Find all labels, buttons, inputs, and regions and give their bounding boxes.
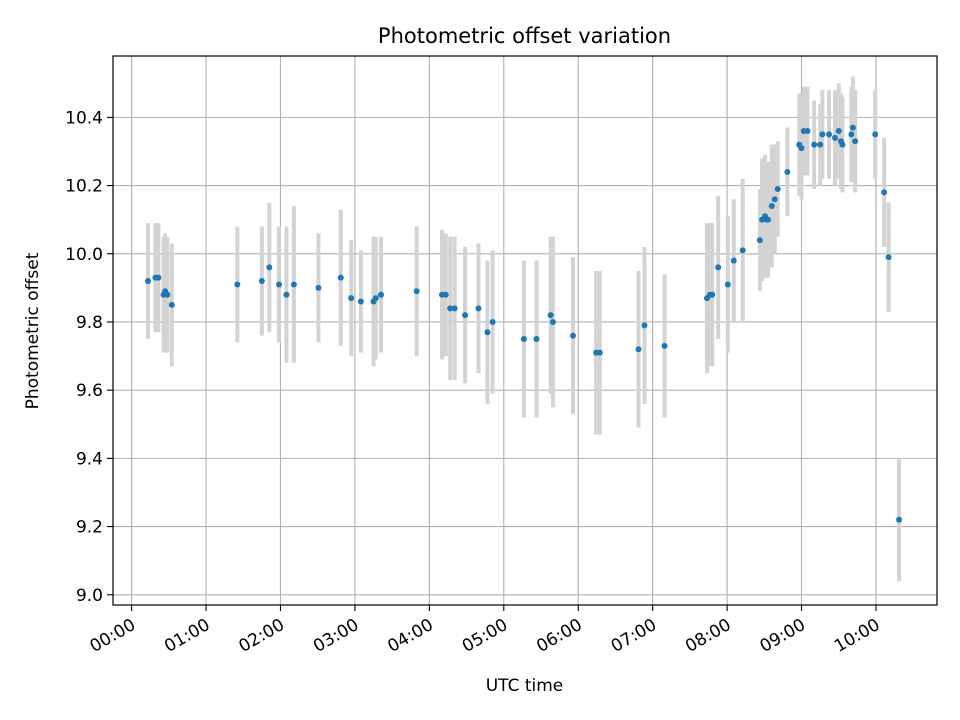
data-point [661,342,668,349]
data-point [413,288,420,295]
x-tick-label: 08:00 [682,615,734,657]
data-point [784,168,791,175]
data-point [475,305,482,312]
data-point [811,141,818,148]
data-point [730,257,737,264]
data-point [337,274,344,281]
data-point [164,291,171,298]
data-point [290,281,297,288]
data-point [596,349,603,356]
data-point [447,305,454,312]
x-tick-label: 06:00 [533,615,585,657]
y-tick-label: 9.0 [76,586,103,606]
y-tick-label: 9.2 [76,518,103,538]
data-point [489,318,496,325]
data-point [709,291,716,298]
data-point [266,264,273,271]
data-point [852,138,859,145]
data-point [885,254,892,261]
x-axis-title: UTC time [486,676,564,696]
data-point [570,332,577,339]
data-point [377,291,384,298]
x-tick-label: 02:00 [236,615,288,657]
data-point [462,312,469,319]
plot-area-frame [112,55,938,606]
data-point [715,264,722,271]
x-tick-label: 09:00 [757,615,809,657]
data-point [635,346,642,353]
data-point [315,284,322,291]
data-point [724,281,731,288]
data-point [168,301,175,308]
data-point [848,131,855,138]
data-point [275,281,282,288]
x-tick-label: 10:00 [831,615,883,657]
error-bars [145,76,902,582]
data-point [520,336,527,343]
data-point [547,312,554,319]
data-point [881,189,888,196]
y-tick-label: 10.2 [65,177,103,197]
data-point [283,291,290,298]
data-point [155,274,162,281]
data-point [442,291,449,298]
data-point [484,329,491,336]
data-point [768,203,775,210]
data-point [549,318,556,325]
data-point [739,247,746,254]
x-tick-label: 01:00 [161,615,213,657]
data-point [348,295,355,302]
data-point [451,305,458,312]
data-point [817,141,824,148]
data-point [804,128,811,135]
x-axis-ticks: 00:00 01:00 02:00 03:00 04:00 05:00 06:00 07:00… [87,605,883,657]
data-point [258,278,265,285]
data-point [826,131,833,138]
y-tick-label: 10.4 [65,108,103,128]
data-point [872,131,879,138]
y-tick-label: 10.0 [65,245,103,265]
y-tick-label: 9.4 [76,449,103,469]
data-point [144,278,151,285]
data-point [756,237,763,244]
data-point [533,336,540,343]
data-point [641,322,648,329]
y-axis-ticks: 9.0 9.2 9.4 9.6 9.8 10.0 10.2 10.4 [65,108,113,606]
x-tick-label: 00:00 [87,615,139,657]
x-tick-label: 04:00 [384,615,436,657]
data-point [798,145,805,152]
x-tick-label: 05:00 [459,615,511,657]
data-point [832,134,839,141]
data-point [357,298,364,305]
chart-title: Photometric offset variation [378,24,671,48]
data-points [144,124,903,523]
x-tick-label: 07:00 [608,615,660,657]
data-point [771,196,778,203]
data-point [372,295,379,302]
data-point [819,131,826,138]
data-point [774,185,781,192]
x-tick-label: 03:00 [310,615,362,657]
data-point [896,516,903,523]
y-tick-label: 9.6 [76,381,103,401]
data-point [849,124,856,131]
data-point [839,141,846,148]
data-point [765,216,772,223]
data-point [234,281,241,288]
y-tick-label: 9.8 [76,313,103,333]
data-point [835,128,842,135]
y-axis-title: Photometric offset [23,252,43,409]
